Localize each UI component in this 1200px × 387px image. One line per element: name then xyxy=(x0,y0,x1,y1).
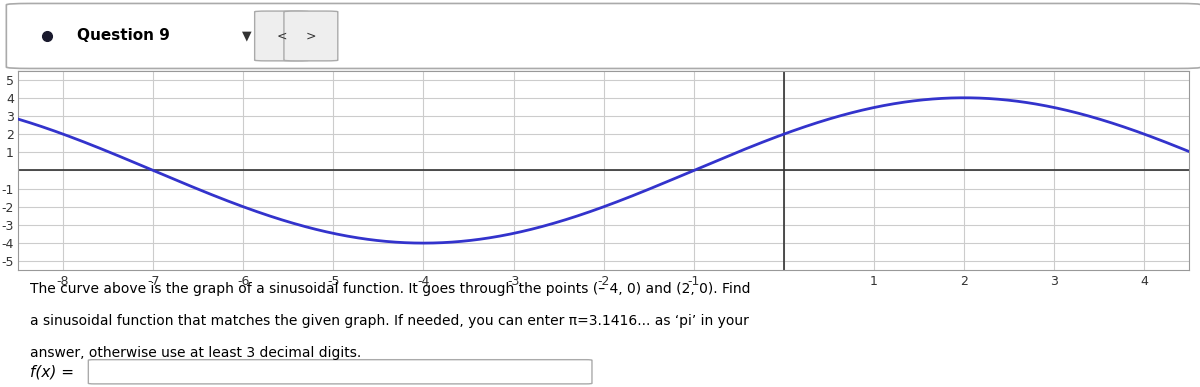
FancyBboxPatch shape xyxy=(6,3,1200,68)
Text: ▼: ▼ xyxy=(241,29,251,43)
Text: <: < xyxy=(276,29,287,43)
Text: answer, otherwise use at least 3 decimal digits.: answer, otherwise use at least 3 decimal… xyxy=(30,346,361,360)
FancyBboxPatch shape xyxy=(284,11,338,61)
Text: a sinusoidal function that matches the given graph. If needed, you can enter π=3: a sinusoidal function that matches the g… xyxy=(30,314,749,328)
Text: >: > xyxy=(306,29,316,43)
Text: Question 9: Question 9 xyxy=(77,29,169,43)
Text: f(x) =: f(x) = xyxy=(30,365,73,380)
FancyBboxPatch shape xyxy=(89,360,592,384)
Text: The curve above is the graph of a sinusoidal function. It goes through the point: The curve above is the graph of a sinuso… xyxy=(30,282,750,296)
FancyBboxPatch shape xyxy=(254,11,308,61)
